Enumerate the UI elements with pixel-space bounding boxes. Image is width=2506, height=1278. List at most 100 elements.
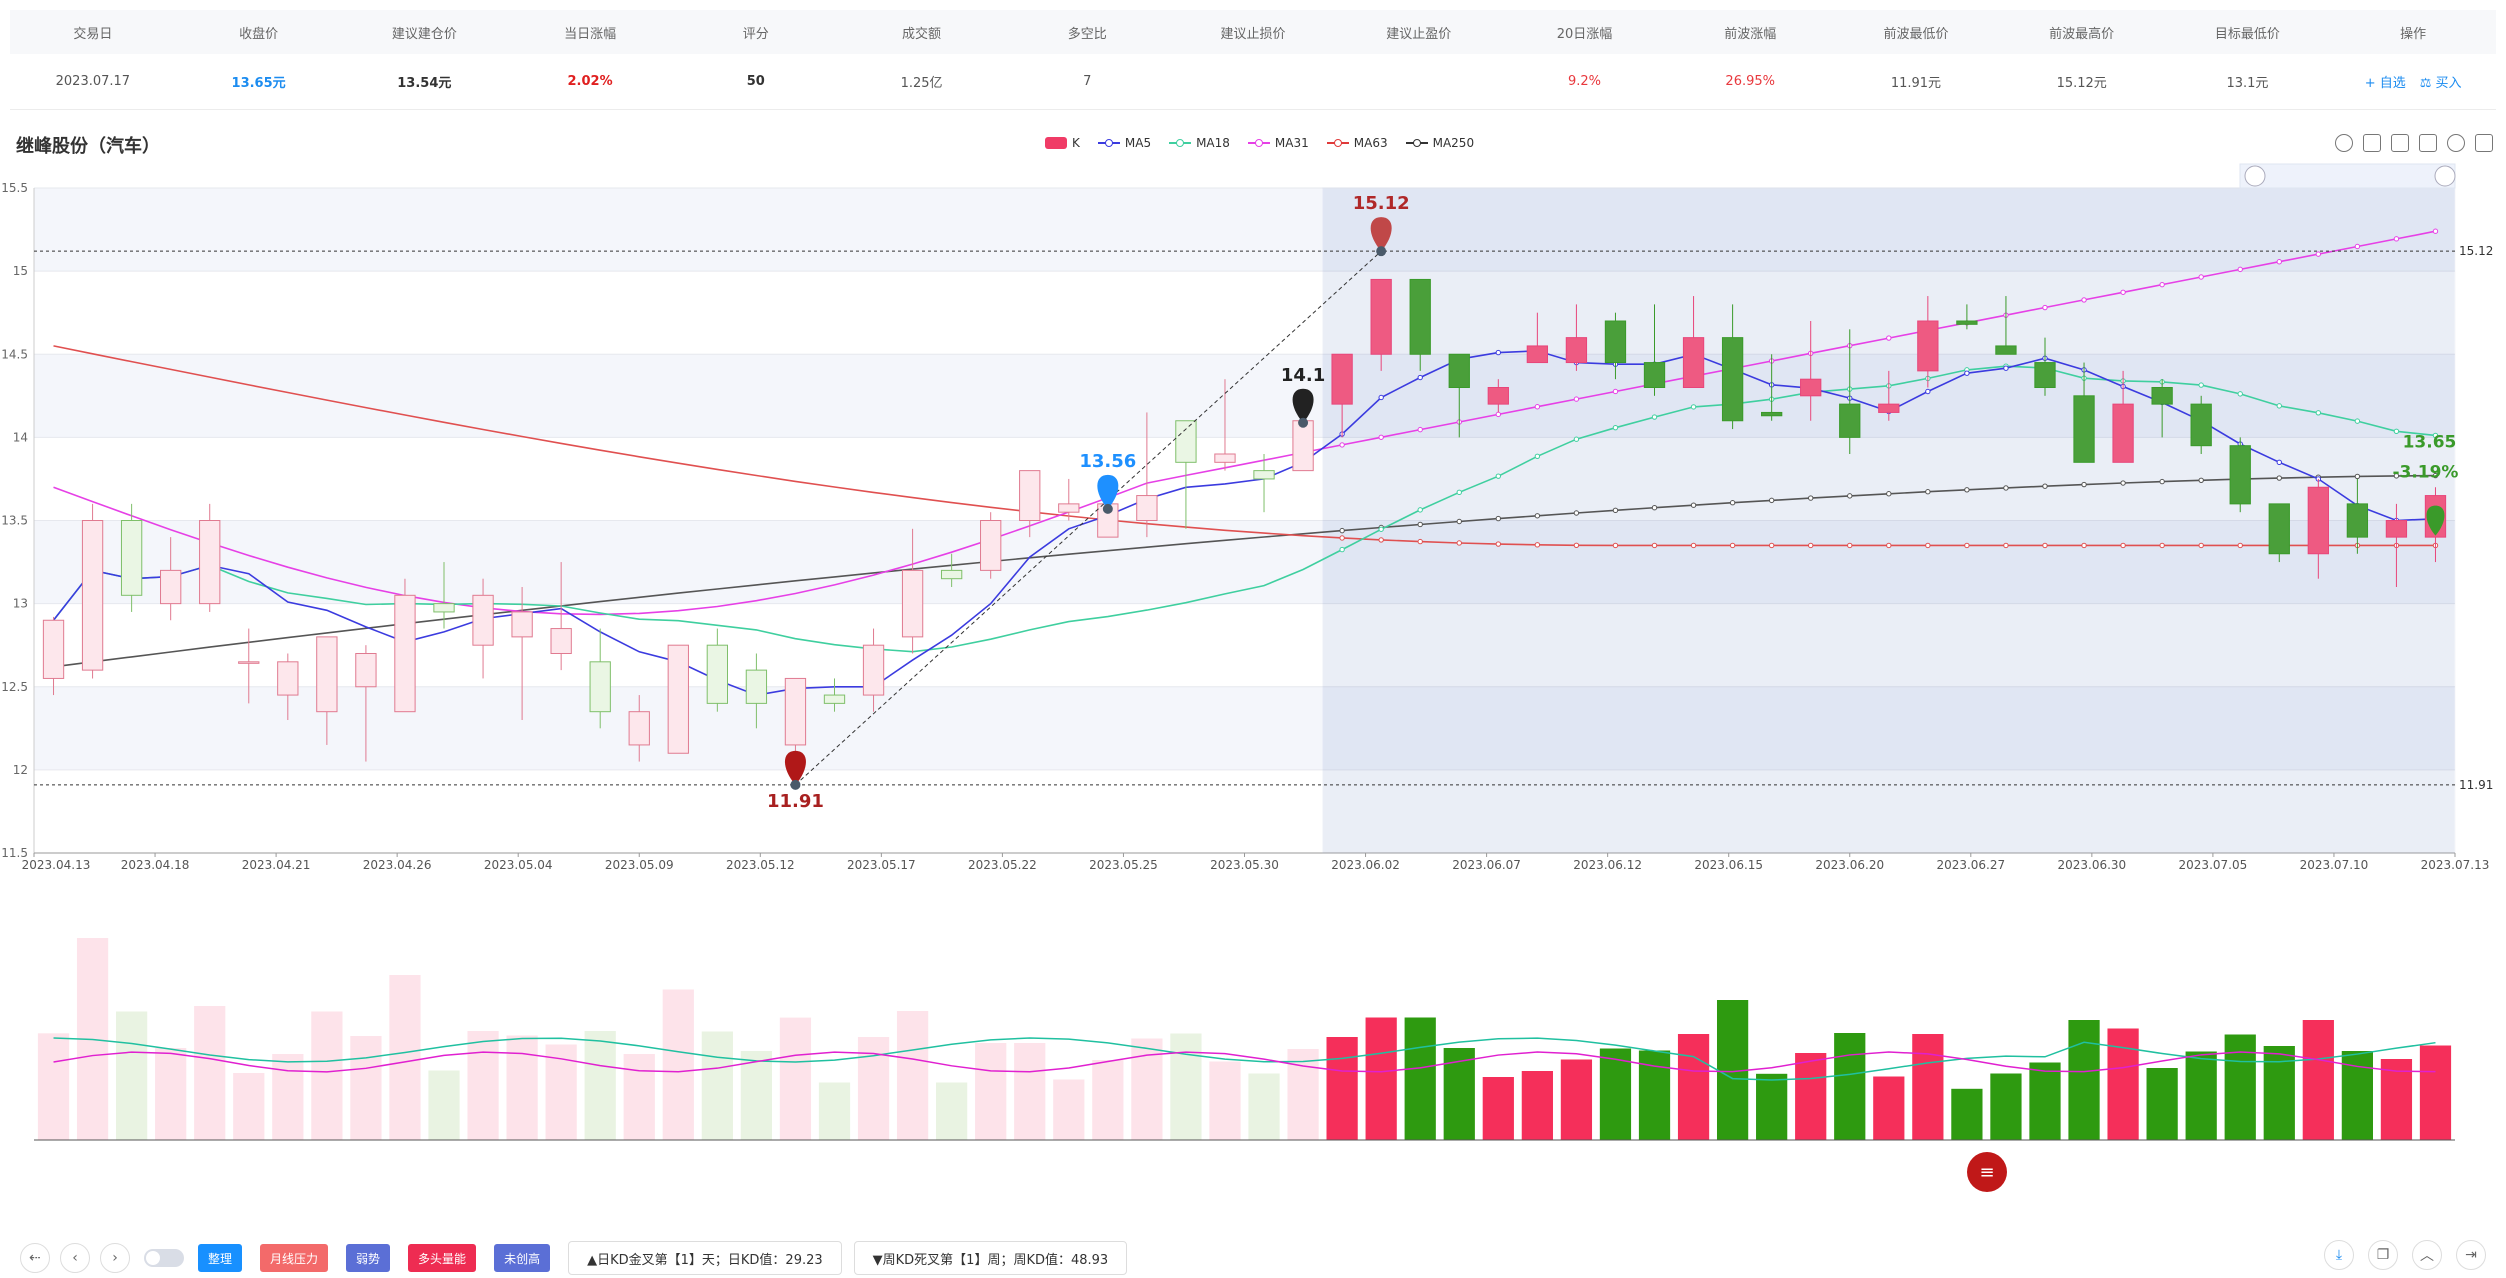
candle-body xyxy=(355,653,377,688)
ma-point xyxy=(2120,480,2126,486)
legend-label: MA250 xyxy=(1432,136,1475,150)
volume-bar xyxy=(975,1043,1007,1140)
column-header[interactable]: 前波最高价 xyxy=(2049,26,2115,42)
exit-icon[interactable]: ⇥ xyxy=(2456,1240,2486,1270)
candle-body xyxy=(1370,278,1392,355)
add-watchlist-link[interactable]: + 自选 xyxy=(2364,76,2406,91)
zoom-reset-icon[interactable] xyxy=(2391,134,2409,152)
prev-button[interactable]: ‹ xyxy=(60,1243,90,1273)
zoom-icon[interactable] xyxy=(2363,134,2381,152)
zoom-handle-right xyxy=(2434,165,2456,187)
column-header[interactable]: 操作 xyxy=(2400,26,2427,42)
download-icon[interactable] xyxy=(2475,134,2493,152)
x-tick-label: 2023.05.25 xyxy=(1089,858,1158,872)
tag-yuexianyali[interactable]: 月线压力 xyxy=(260,1244,329,1272)
volume-bar xyxy=(1404,1017,1436,1140)
cell-day-change: 2.02% xyxy=(567,74,613,89)
x-tick-label: 2023.05.22 xyxy=(968,858,1037,872)
column-header[interactable]: 当日涨幅 xyxy=(564,26,617,42)
ma-point xyxy=(1964,370,1970,376)
column-header[interactable]: 建议止损价 xyxy=(1220,26,1286,42)
volume-bar xyxy=(1092,1060,1124,1140)
tag-weichuangao[interactable]: 未创高 xyxy=(494,1244,551,1272)
ma-point xyxy=(1612,542,1619,549)
tag-zhengli[interactable]: 整理 xyxy=(198,1244,243,1272)
mode-toggle[interactable] xyxy=(144,1249,184,1267)
volume-bar xyxy=(623,1054,655,1140)
legend-item[interactable]: MA63 xyxy=(1326,136,1388,150)
cell-turnover: 1.25亿 xyxy=(900,76,943,91)
candle-body xyxy=(1995,345,2017,355)
candle-body xyxy=(2268,503,2290,555)
kline-chart[interactable]: ≡ 15.12 11.91 11.91 15.12 13.56 14.1 13.65 -3.1… xyxy=(0,160,2506,1230)
ma-point xyxy=(1378,394,1384,401)
bottom-toolbar: ⇠ ‹ › 整理 月线压力 弱势 多头量能 未创高 ▲日KD金叉第【1】天；日K… xyxy=(20,1240,2486,1276)
volume-bar xyxy=(818,1082,851,1140)
ma-point xyxy=(1808,542,1814,549)
column-header[interactable]: 交易日 xyxy=(73,26,113,42)
scroll-top-icon[interactable]: ︿ xyxy=(2412,1240,2442,1270)
legend-item[interactable]: MA5 xyxy=(1097,136,1152,150)
volume-bar xyxy=(272,1054,304,1140)
ma-point xyxy=(2081,542,2087,549)
signal-marker-1-dot xyxy=(1102,503,1113,514)
ma-point xyxy=(2237,391,2243,397)
legend-label: MA31 xyxy=(1274,136,1309,150)
selection-region xyxy=(1322,187,2456,854)
export-icon[interactable]: ⤓ xyxy=(2324,1240,2354,1270)
column-header[interactable]: 建议建仓价 xyxy=(391,26,457,42)
ma-point xyxy=(2276,459,2282,466)
chart-legend: K MA5 MA18 MA31 MA63 MA250 xyxy=(1045,136,1474,150)
candle-body xyxy=(1058,503,1080,513)
column-header[interactable]: 20日涨幅 xyxy=(1556,26,1613,42)
candle-body xyxy=(2073,395,2095,463)
high-marker: 15.12 xyxy=(1353,193,1410,257)
legend-item[interactable]: K xyxy=(1045,136,1080,150)
ma-point xyxy=(1768,497,1775,504)
table-row[interactable]: 2023.07.17 13.65元 13.54元 2.02% 50 1.25亿 … xyxy=(10,54,2496,110)
back-button[interactable]: ⇠ xyxy=(20,1243,50,1273)
tag-ruoshi[interactable]: 弱势 xyxy=(346,1244,391,1272)
tag-duotouliangneng[interactable]: 多头量能 xyxy=(408,1244,477,1272)
column-header[interactable]: 收盘价 xyxy=(239,26,279,42)
copy-icon[interactable]: ❐ xyxy=(2368,1240,2398,1270)
column-header[interactable]: 前波最低价 xyxy=(1883,26,1949,42)
ma-point xyxy=(2315,410,2322,416)
candle-body xyxy=(1448,353,1470,388)
legend-item[interactable]: MA250 xyxy=(1405,136,1475,150)
cell-date: 2023.07.17 xyxy=(55,74,131,89)
column-header[interactable]: 目标最低价 xyxy=(2214,26,2280,42)
x-tick-label: 2023.06.02 xyxy=(1331,858,1400,872)
candle-body xyxy=(1331,353,1353,405)
column-header[interactable]: 评分 xyxy=(742,26,769,42)
ma-point xyxy=(2081,297,2087,303)
column-header[interactable]: 成交额 xyxy=(902,26,942,42)
next-button[interactable]: › xyxy=(100,1243,130,1273)
buy-link[interactable]: ⚖ 买入 xyxy=(2419,76,2462,91)
column-header[interactable]: 建议止盈价 xyxy=(1386,26,1452,42)
ma-point xyxy=(1964,487,1970,493)
y-tick-label: 14.5 xyxy=(1,347,28,361)
data-view-icon[interactable] xyxy=(2447,134,2465,152)
ma-point xyxy=(1417,538,1423,545)
legend-item[interactable]: MA31 xyxy=(1247,136,1309,150)
candle-body xyxy=(589,661,611,713)
y-tick-label: 14 xyxy=(13,430,28,444)
ma-point xyxy=(2237,266,2243,273)
ma-point xyxy=(1534,513,1541,519)
ma-point xyxy=(2003,365,2009,371)
column-header[interactable]: 多空比 xyxy=(1067,26,1107,42)
trend-line xyxy=(795,250,1382,786)
restore-icon[interactable] xyxy=(2419,134,2437,152)
candle-body xyxy=(2346,503,2369,538)
refresh-icon[interactable] xyxy=(2335,134,2353,152)
column-header[interactable]: 前波涨幅 xyxy=(1724,26,1777,42)
chart-toolbox xyxy=(2335,134,2493,152)
legend-swatch xyxy=(1405,137,1428,149)
legend-item[interactable]: MA18 xyxy=(1169,136,1230,150)
ma-point xyxy=(1573,510,1580,516)
volume-bar xyxy=(1287,1049,1319,1140)
volume-bar xyxy=(2224,1034,2256,1140)
legend-label: MA5 xyxy=(1124,136,1152,150)
candle-body xyxy=(1565,337,1588,364)
